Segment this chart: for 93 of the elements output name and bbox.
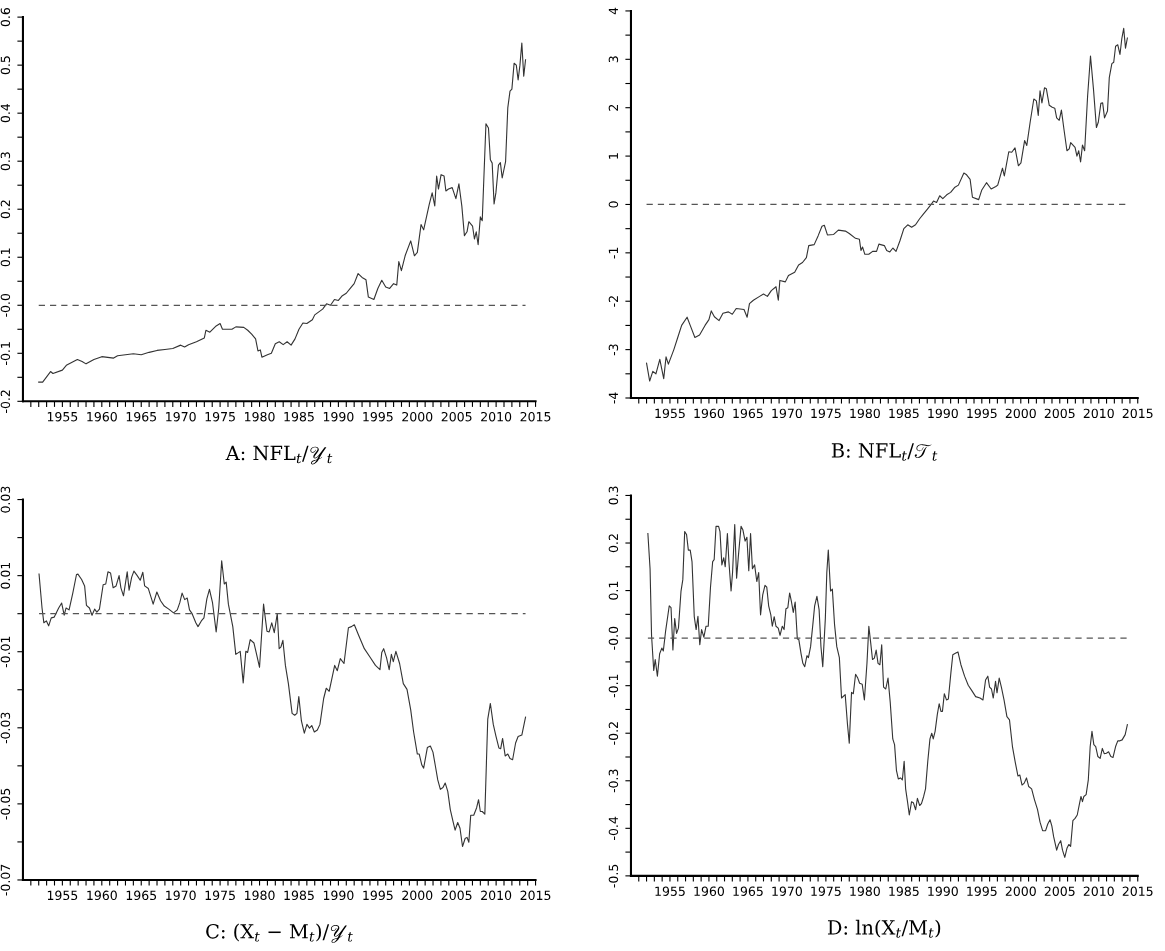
y-tick-label: 1 xyxy=(608,153,618,159)
x-tick-label: 1960 xyxy=(87,890,117,901)
x-tick-label: 1980 xyxy=(850,408,880,419)
y-tick-label: 0.3 xyxy=(608,486,619,505)
x-tick-label: 2005 xyxy=(441,411,472,422)
x-tick-label: 1985 xyxy=(284,411,314,422)
line-series xyxy=(646,27,1128,382)
x-tick-label: 1985 xyxy=(889,408,919,419)
y-tick-label: 0.1 xyxy=(0,248,11,267)
x-tick-label: 1970 xyxy=(166,411,196,422)
x-tick-label: 2015 xyxy=(520,890,551,901)
x-tick-label: 1985 xyxy=(889,886,919,896)
x-tick-label: 1960 xyxy=(694,886,724,896)
y-tick-label: 0.01 xyxy=(0,562,11,589)
y-tick-label: -2 xyxy=(608,296,618,307)
x-tick-label: 1975 xyxy=(811,886,841,896)
text: C: (X$_{t}$ − M$_{t}$)/𝒴$_{t}$ xyxy=(206,923,353,943)
y-tick-label: -0.1 xyxy=(0,342,11,365)
x-tick-label: 2005 xyxy=(1044,408,1075,419)
y-tick-label: 0 xyxy=(608,201,619,208)
x-tick-label: 1965 xyxy=(733,408,763,419)
x-tick-label: 1970 xyxy=(772,886,802,896)
x-tick-label: 1990 xyxy=(928,408,958,419)
x-tick-label: 2010 xyxy=(1083,408,1114,419)
y-tick-label: 0.4 xyxy=(0,103,11,123)
x-tick-label: 2000 xyxy=(402,890,433,901)
y-tick-label: -3 xyxy=(608,344,619,356)
x-tick-label: 1985 xyxy=(284,890,314,901)
x-tick-label: 2015 xyxy=(1122,408,1153,419)
x-tick-label: 2015 xyxy=(520,411,551,422)
y-tick-label: 0.3 xyxy=(0,152,11,171)
text: B: NFL$_{t}$/𝒯$_{t}$ xyxy=(831,443,938,461)
y-tick-label: -4 xyxy=(608,392,618,404)
y-tick-label: 0.6 xyxy=(0,7,11,27)
x-tick-label: 1955 xyxy=(47,411,78,422)
x-tick-label: 2000 xyxy=(1005,408,1036,419)
x-tick-label: 1955 xyxy=(655,886,685,896)
y-tick-label: 4 xyxy=(608,7,618,15)
y-tick-label: -0.2 xyxy=(608,722,619,745)
x-tick-label: 1975 xyxy=(811,408,841,419)
x-tick-label: 1980 xyxy=(245,890,275,901)
text: D: ln(X$_{t}$/M$_{t}$) xyxy=(827,919,941,938)
y-tick-label: -0.0 xyxy=(608,626,619,650)
y-tick-label: -0.01 xyxy=(0,636,11,668)
y-tick-label: 0.5 xyxy=(0,56,11,75)
x-tick-label: 2000 xyxy=(1005,886,1036,896)
x-tick-label: 2005 xyxy=(441,890,472,901)
x-tick-label: 1955 xyxy=(47,890,78,901)
line-series xyxy=(647,523,1128,858)
x-tick-label: 1975 xyxy=(205,890,235,901)
x-tick-label: 1965 xyxy=(733,886,763,896)
x-tick-label: 1995 xyxy=(967,886,997,896)
x-tick-label: 1975 xyxy=(205,411,235,422)
x-tick-label: 2010 xyxy=(1083,886,1114,896)
y-tick-label: 0.2 xyxy=(0,200,11,219)
x-tick-label: 1990 xyxy=(323,411,354,422)
x-tick-label: 1965 xyxy=(126,411,157,422)
x-tick-label: 2015 xyxy=(1122,886,1153,896)
y-tick-label: -0.05 xyxy=(0,788,11,820)
x-tick-label: 1960 xyxy=(87,411,117,422)
text: A: NFL$_{t}$/𝒴$_{t}$ xyxy=(225,445,333,465)
y-tick-label: 0.2 xyxy=(608,534,619,553)
y-tick-label: -1 xyxy=(608,247,618,259)
x-tick-label: 2000 xyxy=(402,411,433,422)
y-tick-label: -0.1 xyxy=(608,674,619,698)
x-tick-label: 1960 xyxy=(694,408,724,419)
y-tick-label: 2 xyxy=(608,104,618,111)
line-series xyxy=(38,42,527,383)
y-tick-label: -0.0 xyxy=(0,293,11,317)
x-tick-label: 1980 xyxy=(850,886,880,896)
x-tick-label: 1995 xyxy=(363,890,393,901)
x-tick-label: 1980 xyxy=(245,411,275,422)
x-tick-label: 2010 xyxy=(481,890,512,901)
x-tick-label: 2005 xyxy=(1044,886,1075,896)
x-tick-label: 1955 xyxy=(655,408,685,419)
y-tick-label: -0.2 xyxy=(0,390,11,413)
y-tick-label: -0.3 xyxy=(608,769,619,793)
x-tick-label: 2010 xyxy=(481,411,512,422)
x-tick-label: 1970 xyxy=(772,408,802,419)
x-tick-label: 1995 xyxy=(363,411,393,422)
x-tick-label: 1970 xyxy=(166,890,196,901)
y-tick-label: 3 xyxy=(608,56,619,63)
x-tick-label: 1965 xyxy=(126,890,157,901)
y-tick-label: -0.5 xyxy=(608,864,619,888)
x-tick-label: 1990 xyxy=(928,886,958,896)
y-tick-label: -0.03 xyxy=(0,712,11,744)
y-tick-label: 0.03 xyxy=(0,486,11,513)
x-tick-label: 1995 xyxy=(967,408,997,419)
y-tick-label: -0.07 xyxy=(0,864,11,896)
x-tick-label: 1990 xyxy=(323,890,354,901)
y-tick-label: 0.1 xyxy=(608,581,619,600)
y-tick-label: -0.4 xyxy=(608,816,619,840)
line-series xyxy=(38,560,527,848)
